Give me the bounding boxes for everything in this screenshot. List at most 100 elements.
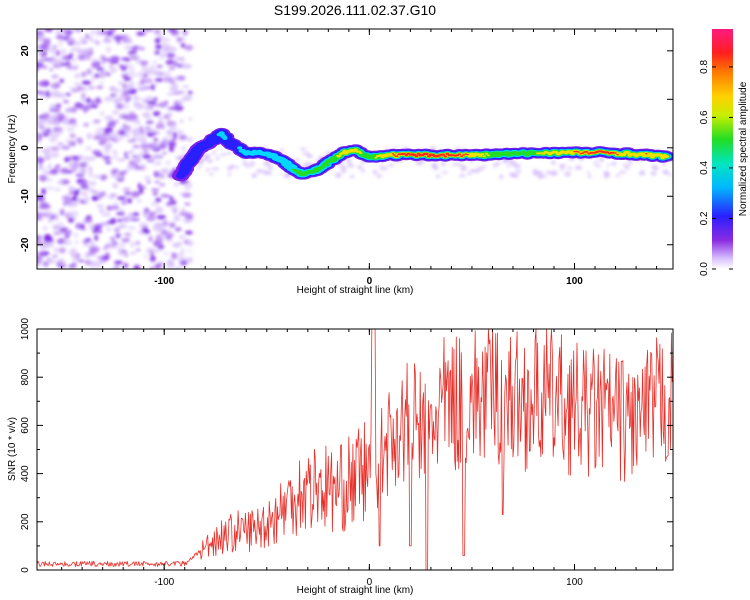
noise-speckle (90, 104, 99, 109)
noise-speckle (75, 240, 79, 244)
x-tick-label: 100 (566, 276, 583, 287)
noise-speckle (177, 75, 186, 81)
noise-speckle (49, 108, 54, 112)
colorbar-tick-label: 0.2 (699, 211, 710, 225)
noise-speckle (127, 139, 137, 143)
noise-speckle (181, 192, 192, 198)
noise-speckle (611, 161, 617, 166)
noise-speckle (93, 223, 103, 230)
noise-speckle (98, 207, 105, 214)
noise-speckle (121, 200, 127, 205)
noise-speckle (177, 100, 183, 106)
noise-speckle (294, 158, 300, 163)
noise-speckle (126, 125, 131, 132)
noise-speckle (179, 119, 184, 123)
noise-speckle (37, 81, 46, 87)
noise-speckle (119, 126, 126, 130)
ridge-blob (647, 152, 654, 156)
noise-speckle (105, 161, 112, 165)
noise-speckle (154, 249, 160, 253)
noise-speckle (153, 29, 162, 35)
noise-speckle (650, 171, 657, 176)
noise-speckle (538, 170, 543, 175)
noise-speckle (127, 49, 137, 56)
noise-speckle (151, 201, 159, 207)
noise-speckle (71, 196, 78, 202)
noise-speckle (130, 241, 136, 248)
noise-speckle (44, 155, 51, 161)
noise-speckle (144, 116, 153, 120)
noise-speckle (39, 244, 47, 250)
noise-speckle (99, 128, 105, 132)
noise-speckle (177, 36, 181, 44)
noise-speckle (123, 40, 134, 44)
y-tick-label: 400 (20, 465, 31, 482)
noise-speckle (85, 99, 91, 102)
noise-speckle (506, 165, 510, 168)
noise-speckle (122, 111, 127, 115)
noise-speckle (211, 167, 220, 171)
noise-speckle (111, 266, 117, 269)
noise-speckle (52, 169, 57, 175)
noise-speckle (110, 218, 117, 224)
noise-speckle (85, 215, 92, 220)
noise-speckle (173, 242, 181, 249)
noise-speckle (226, 151, 233, 155)
noise-speckle (83, 108, 88, 114)
noise-speckle (37, 212, 44, 218)
noise-speckle (662, 170, 669, 174)
noise-speckle (148, 235, 153, 243)
noise-speckle (81, 201, 88, 204)
noise-speckle (77, 259, 85, 263)
noise-speckle (48, 137, 58, 143)
noise-speckle (245, 165, 251, 168)
noise-speckle (95, 97, 102, 104)
noise-speckle (71, 89, 79, 93)
noise-speckle (113, 227, 120, 233)
noise-speckle (109, 93, 117, 97)
y-tick-label: -20 (20, 237, 31, 252)
noise-speckle (43, 168, 48, 175)
noise-speckle (263, 161, 272, 166)
noise-speckle (135, 240, 141, 246)
noise-speckle (153, 82, 158, 86)
noise-speckle (178, 134, 188, 141)
noise-speckle (122, 187, 131, 191)
noise-speckle (161, 51, 167, 57)
noise-speckle (441, 171, 448, 174)
noise-speckle (49, 48, 58, 54)
noise-speckle (227, 172, 232, 176)
noise-speckle (73, 233, 79, 238)
ridge-blob (338, 154, 342, 157)
noise-speckle (75, 173, 85, 177)
noise-speckle (174, 266, 183, 269)
noise-speckle (166, 262, 175, 269)
noise-speckle (91, 62, 101, 69)
noise-speckle (116, 158, 125, 162)
y-tick-label: 600 (20, 417, 31, 434)
noise-speckle (127, 197, 133, 202)
noise-speckle (145, 120, 154, 124)
noise-speckle (154, 70, 161, 77)
noise-speckle (121, 216, 130, 223)
y-tick-label: 20 (20, 45, 31, 57)
noise-speckle (59, 247, 66, 254)
noise-speckle (607, 163, 610, 167)
noise-speckle (268, 165, 273, 171)
noise-speckle (133, 264, 141, 269)
ridge-blob (616, 154, 619, 156)
noise-speckle (68, 191, 76, 195)
ridge-blob (458, 153, 462, 156)
noise-speckle (116, 196, 127, 200)
noise-speckle (49, 151, 60, 158)
noise-speckle (53, 231, 63, 235)
snr-series-line (37, 329, 673, 570)
noise-speckle (615, 174, 621, 177)
noise-speckle (80, 183, 89, 190)
noise-speckle (306, 154, 311, 157)
noise-speckle (117, 80, 125, 86)
noise-speckle (160, 194, 170, 198)
noise-speckle (167, 29, 177, 33)
noise-speckle (53, 127, 58, 132)
chart-title: S199.2026.111.02.37.G10 (274, 2, 436, 18)
